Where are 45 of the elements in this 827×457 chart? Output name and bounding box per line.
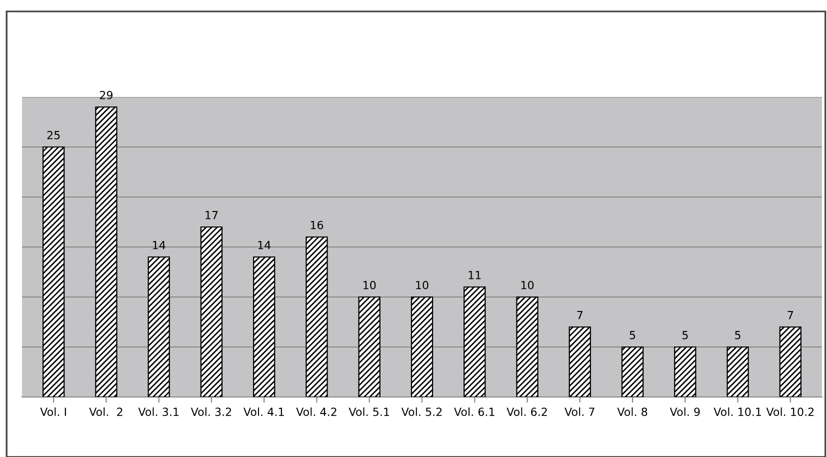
x-tick-label: Vol. 5.1 <box>348 407 390 416</box>
x-tick-label: Vol. 8 <box>617 407 648 416</box>
data-label: 14 <box>258 241 271 250</box>
data-label: 25 <box>47 130 60 140</box>
bar <box>42 146 65 397</box>
x-tick-label: Vol. 7 <box>564 407 594 416</box>
bar <box>674 346 696 397</box>
bar <box>253 256 276 397</box>
data-label: 7 <box>577 311 582 320</box>
bar <box>568 326 591 397</box>
data-label: 10 <box>521 280 534 290</box>
data-label: 7 <box>788 311 794 320</box>
x-tick-label: Vol. 9 <box>670 407 700 416</box>
data-label: 11 <box>468 271 481 280</box>
x-tick-label: Vol. 10.1 <box>714 407 761 416</box>
bar <box>95 106 118 397</box>
data-label: 29 <box>100 90 112 100</box>
data-label: 5 <box>630 331 636 340</box>
bar <box>516 296 538 397</box>
bar <box>148 256 170 397</box>
bar <box>410 296 434 397</box>
x-tick-label: Vol. 10.2 <box>766 407 814 416</box>
bar <box>621 346 644 397</box>
x-tick-label: Vol. 3.2 <box>190 407 232 416</box>
x-tick-label: Vol. 6.1 <box>454 407 494 416</box>
data-label: 14 <box>152 241 166 250</box>
data-label: 5 <box>735 331 740 340</box>
x-tick-label: Vol. 6.2 <box>506 407 547 416</box>
x-tick-label: Vol. I <box>40 407 66 416</box>
x-tick-label: Vol. 4.1 <box>244 407 284 416</box>
bar <box>306 236 328 397</box>
data-label: 17 <box>206 211 218 220</box>
bar <box>779 326 802 397</box>
data-label: 16 <box>310 220 324 230</box>
data-label: 10 <box>364 280 376 290</box>
bar <box>726 346 749 397</box>
x-tick-label: Vol. 4.2 <box>296 407 336 416</box>
bar <box>358 296 380 397</box>
bar <box>200 226 223 397</box>
x-tick-label: Vol. 2 <box>89 407 122 416</box>
data-label: 5 <box>682 331 688 340</box>
bar <box>464 286 486 397</box>
data-label: 10 <box>416 280 428 290</box>
x-tick-label: Vol. 5.2 <box>401 407 442 416</box>
x-tick-label: Vol. 3.1 <box>138 407 178 416</box>
